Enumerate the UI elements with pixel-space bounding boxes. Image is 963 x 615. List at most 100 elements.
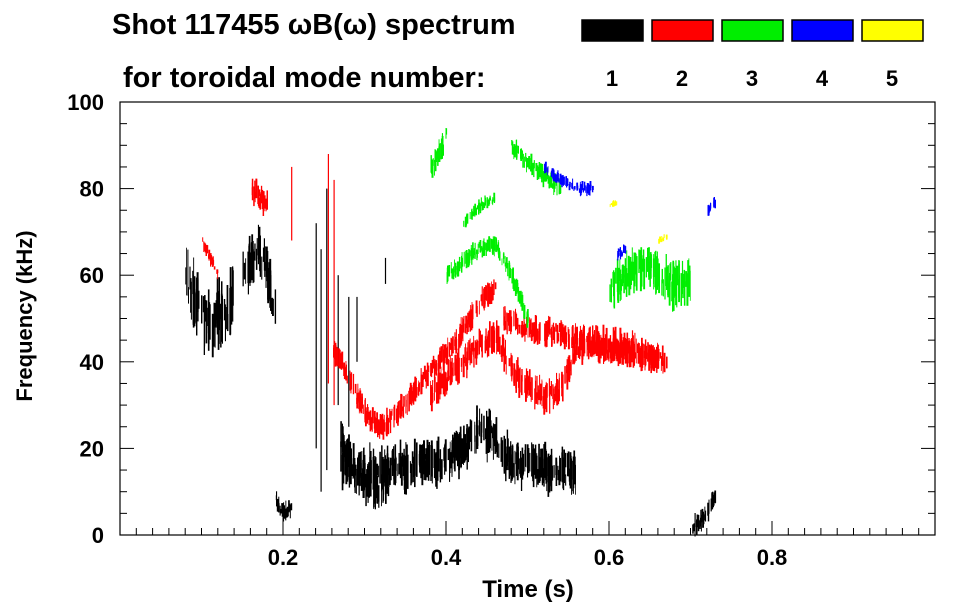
spectral-speck: [457, 354, 459, 380]
spectral-speck: [477, 425, 479, 446]
spectral-speck: [571, 460, 573, 492]
spectral-speck: [547, 175, 550, 184]
spectral-speck: [375, 466, 377, 479]
spectral-speck: [413, 381, 416, 392]
spectral-speck: [447, 358, 449, 382]
spectral-speck: [257, 245, 260, 259]
spectral-speck: [463, 428, 465, 457]
series-n=2-band-4: [251, 178, 268, 216]
spectral-speck: [545, 454, 547, 484]
spectral-speck: [376, 475, 379, 504]
spectral-speck: [265, 261, 267, 288]
spectral-speck: [504, 354, 506, 365]
spectral-speck: [474, 207, 476, 217]
spectral-speck: [654, 351, 656, 367]
spectral-speck: [447, 265, 449, 281]
spectral-speck: [508, 358, 511, 367]
legend-label-mode-5: 5: [886, 66, 898, 91]
spectral-speck: [204, 295, 206, 322]
spectral-speck: [645, 257, 647, 278]
series-n=1-streak-5: [348, 296, 350, 427]
spectral-speck: [592, 185, 594, 190]
spectral-speck: [394, 444, 397, 472]
spectral-speck: [368, 412, 370, 426]
spectral-speck: [341, 454, 344, 491]
spectral-speck: [473, 207, 476, 216]
spectral-speck: [524, 324, 526, 342]
spectral-speck: [535, 163, 538, 172]
spectral-speck: [485, 243, 487, 256]
spectral-speck: [378, 465, 380, 478]
spectral-speck: [573, 450, 576, 475]
spectral-speck: [489, 291, 491, 300]
spectral-speck: [652, 357, 655, 371]
spectral-speck: [614, 200, 616, 205]
spectral-speck: [283, 510, 286, 519]
spectral-speck: [226, 314, 229, 332]
spectral-speck: [555, 461, 558, 486]
spectral-speck: [217, 270, 219, 280]
spectral-speck: [523, 303, 525, 319]
spectral-speck: [533, 160, 535, 169]
spectral-speck: [403, 403, 405, 419]
spectral-speck: [439, 381, 441, 400]
spectral-speck: [626, 351, 629, 368]
spectral-speck: [512, 444, 514, 471]
spectral-speck: [626, 250, 628, 285]
spectral-speck: [579, 185, 581, 197]
spectral-speck: [525, 323, 527, 335]
spectral-speck: [466, 347, 468, 363]
spectral-speck: [490, 238, 492, 249]
spectral-speck: [251, 242, 253, 274]
spectral-speck: [369, 473, 372, 497]
spectral-speck: [491, 284, 494, 301]
spectral-speck: [484, 293, 486, 305]
spectral-speck: [416, 442, 418, 477]
series-n=3-band-1: [430, 128, 448, 178]
spectral-speck: [434, 359, 436, 375]
spectral-speck: [483, 238, 485, 250]
spectral-speck: [570, 359, 572, 376]
spectral-speck: [655, 250, 657, 289]
spectral-speck: [500, 443, 502, 462]
spectral-speck: [625, 268, 628, 297]
spectral-speck: [463, 220, 465, 227]
spectral-speck: [605, 335, 607, 354]
spectral-speck: [340, 441, 342, 472]
spectral-speck: [434, 159, 435, 176]
spectral-speck: [552, 183, 554, 189]
spectral-speck: [536, 375, 538, 399]
spectral-speck: [370, 417, 373, 430]
spectral-speck: [606, 338, 608, 356]
spectral-speck: [498, 325, 500, 348]
spectral-speck: [220, 293, 223, 342]
spectral-speck: [419, 458, 421, 474]
spectral-speck: [583, 181, 586, 191]
spectral-speck: [634, 265, 636, 287]
spectral-speck: [594, 342, 596, 354]
spectral-speck: [258, 244, 261, 260]
spectral-speck: [287, 506, 289, 517]
spectral-speck: [475, 342, 478, 365]
spectral-speck: [420, 454, 423, 479]
spectral-speck: [220, 303, 222, 348]
spectral-speck: [474, 340, 476, 352]
spectral-speck: [505, 453, 507, 471]
spectral-speck: [359, 388, 361, 410]
spectral-speck: [662, 359, 664, 374]
spectral-speck: [385, 418, 388, 437]
spectral-speck: [432, 158, 434, 166]
spectral-speck: [620, 342, 623, 358]
spectral-speck: [229, 267, 232, 312]
spectral-speck: [629, 348, 632, 360]
spectral-speck: [508, 446, 510, 479]
spectral-speck: [436, 363, 438, 371]
spectral-speck: [446, 378, 448, 395]
spectral-speck: [613, 270, 615, 297]
spectral-speck: [573, 333, 575, 343]
spectral-speck: [264, 246, 266, 271]
spectral-speck: [561, 322, 563, 337]
spectral-speck: [545, 381, 547, 403]
series-n=5-band-1: [609, 200, 618, 208]
